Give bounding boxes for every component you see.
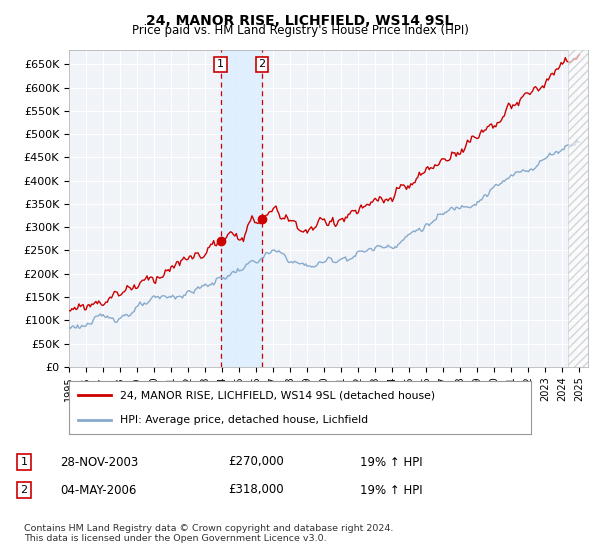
Text: 2: 2 [20, 485, 28, 495]
Text: £270,000: £270,000 [228, 455, 284, 469]
Text: HPI: Average price, detached house, Lichfield: HPI: Average price, detached house, Lich… [120, 414, 368, 424]
Text: 24, MANOR RISE, LICHFIELD, WS14 9SL: 24, MANOR RISE, LICHFIELD, WS14 9SL [146, 14, 454, 28]
Text: 28-NOV-2003: 28-NOV-2003 [60, 455, 138, 469]
Text: Price paid vs. HM Land Registry's House Price Index (HPI): Price paid vs. HM Land Registry's House … [131, 24, 469, 36]
Text: 04-MAY-2006: 04-MAY-2006 [60, 483, 136, 497]
Text: 19% ↑ HPI: 19% ↑ HPI [360, 483, 422, 497]
Bar [221, 50, 262, 367]
Text: 1: 1 [20, 457, 28, 467]
Text: £318,000: £318,000 [228, 483, 284, 497]
Text: 2: 2 [259, 59, 266, 69]
Text: Contains HM Land Registry data © Crown copyright and database right 2024.
This d: Contains HM Land Registry data © Crown c… [24, 524, 394, 543]
Text: 24, MANOR RISE, LICHFIELD, WS14 9SL (detached house): 24, MANOR RISE, LICHFIELD, WS14 9SL (det… [120, 390, 435, 400]
Text: 19% ↑ HPI: 19% ↑ HPI [360, 455, 422, 469]
Text: 1: 1 [217, 59, 224, 69]
